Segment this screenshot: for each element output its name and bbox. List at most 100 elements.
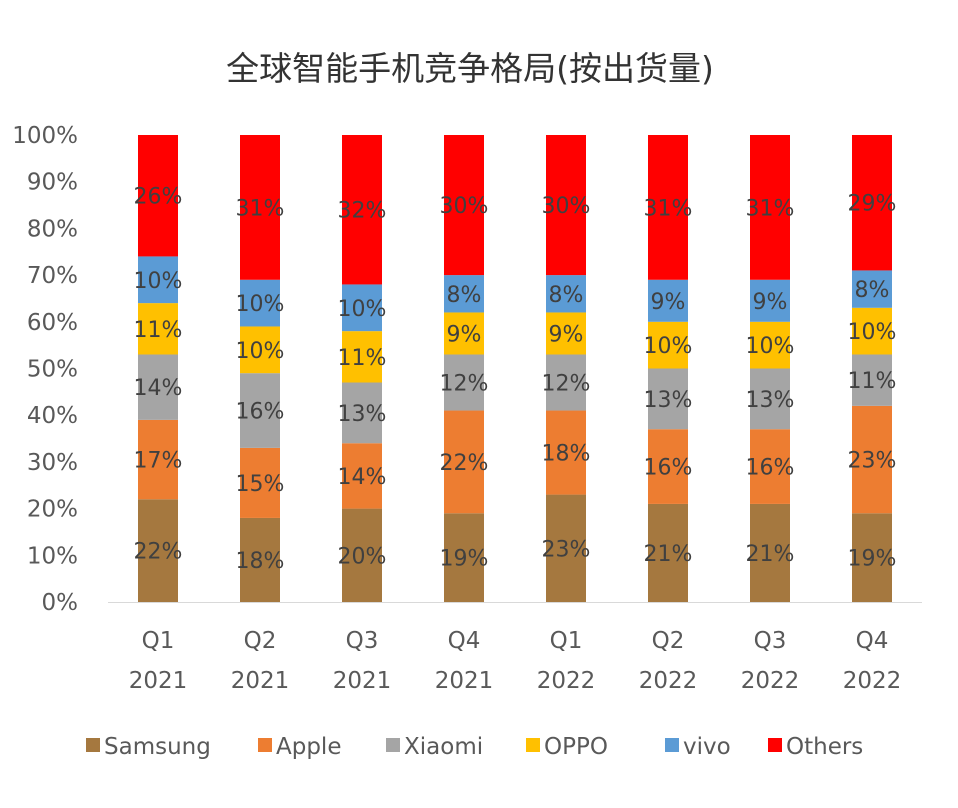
legend-label: OPPO [544, 734, 608, 760]
legend-label: Xiaomi [404, 734, 483, 760]
data-label: 13% [644, 388, 693, 413]
legend-item-xiaomi: Xiaomi [386, 734, 483, 760]
data-label: 10% [236, 339, 285, 364]
legend-swatch [86, 738, 100, 752]
y-tick-label: 30% [27, 450, 78, 476]
x-tick-label: 2021 [435, 668, 494, 694]
bar-segment-vivo [444, 275, 484, 313]
bar-segment-oppo [648, 321, 688, 369]
bar-segment-others [648, 135, 688, 280]
data-label: 13% [746, 388, 795, 413]
bar-segment-samsung [342, 508, 382, 602]
y-tick-label: 20% [27, 497, 78, 523]
data-label: 19% [440, 547, 489, 572]
data-label: 15% [236, 472, 285, 497]
data-label: 23% [542, 537, 591, 562]
bar-segment-others [444, 135, 484, 276]
bar-segment-vivo [138, 256, 178, 304]
bar-segment-apple [546, 410, 586, 495]
bar-segment-samsung [546, 494, 586, 602]
data-label: 16% [746, 456, 795, 481]
data-label: 16% [236, 400, 285, 425]
data-label: 18% [236, 549, 285, 574]
data-label: 16% [644, 456, 693, 481]
data-label: 8% [855, 278, 890, 303]
x-tick-label: 2022 [639, 668, 698, 694]
data-label: 31% [746, 196, 795, 221]
legend-swatch [665, 738, 679, 752]
bar-segment-xiaomi [852, 354, 892, 406]
data-label: 20% [338, 544, 387, 569]
bar-segment-others [240, 135, 280, 280]
data-label: 8% [549, 283, 584, 308]
data-label: 8% [447, 283, 482, 308]
bar-segment-xiaomi [750, 368, 790, 430]
data-label: 21% [644, 542, 693, 567]
data-label: 13% [338, 402, 387, 427]
x-tick-label: Q3 [346, 628, 379, 654]
y-tick-label: 10% [27, 543, 78, 569]
bar-segment-others [138, 135, 178, 257]
y-axis: 0% 10% 20% 30% 40% 50% 60% 70% 80% 90% 100% [12, 123, 922, 616]
x-tick-label: Q4 [856, 628, 889, 654]
bar-segment-apple [138, 419, 178, 500]
bar-segment-vivo [852, 270, 892, 308]
chart-title: 全球智能手机竞争格局(按出货量) [226, 49, 714, 88]
bar-segment-oppo [750, 321, 790, 369]
legend-swatch [768, 738, 782, 752]
bar-segment-vivo [240, 279, 280, 327]
legend-item-others: Others [768, 734, 863, 760]
bars: 22% 17% 14% 11% 10% 26% 18% 15% 16% 10% 10% 31% 20% 1… [134, 135, 897, 602]
x-tick-label: 2021 [231, 668, 290, 694]
bar-segment-samsung [648, 503, 688, 602]
y-tick-label: 40% [27, 403, 78, 429]
x-tick-label: Q2 [652, 628, 685, 654]
legend-item-apple: Apple [258, 734, 341, 760]
bar-segment-others [852, 135, 892, 271]
x-tick-label: 2021 [129, 668, 188, 694]
bar-segment-others [750, 135, 790, 280]
bar-segment-samsung [138, 499, 178, 602]
data-label: 26% [134, 185, 183, 210]
legend-swatch [526, 738, 540, 752]
data-label: 11% [134, 318, 183, 343]
y-tick-label: 90% [27, 170, 78, 196]
bar-segment-apple [444, 410, 484, 514]
bar-segment-apple [852, 405, 892, 514]
data-label: 31% [236, 196, 285, 221]
y-tick-label: 80% [27, 216, 78, 242]
y-tick-label: 0% [42, 590, 79, 616]
x-tick-label: Q3 [754, 628, 787, 654]
bar-segment-vivo [342, 284, 382, 332]
data-label: 12% [542, 372, 591, 397]
x-tick-label: Q4 [448, 628, 481, 654]
legend-swatch [386, 738, 400, 752]
data-label: 9% [753, 290, 788, 315]
data-label: 18% [542, 442, 591, 467]
data-label: 30% [542, 194, 591, 219]
data-label: 11% [338, 346, 387, 371]
bar-segment-xiaomi [138, 354, 178, 420]
legend: Samsung Apple Xiaomi OPPO vivo Others [86, 734, 863, 760]
legend-label: Samsung [104, 734, 211, 760]
bar-segment-xiaomi [648, 368, 688, 430]
data-label: 19% [848, 547, 897, 572]
bar-segment-samsung [240, 517, 280, 602]
x-tick-label: Q1 [142, 628, 175, 654]
data-label: 9% [549, 322, 584, 347]
data-label: 10% [848, 320, 897, 345]
legend-label: Apple [276, 734, 341, 760]
y-tick-label: 60% [27, 310, 78, 336]
data-label: 23% [848, 449, 897, 474]
x-tick-label: 2021 [333, 668, 392, 694]
legend-swatch [258, 738, 272, 752]
legend-label: vivo [683, 734, 731, 760]
data-label: 10% [644, 334, 693, 359]
bar-segment-xiaomi [444, 354, 484, 411]
data-label: 22% [440, 451, 489, 476]
legend-item-vivo: vivo [665, 734, 731, 760]
legend-item-oppo: OPPO [526, 734, 608, 760]
y-tick-label: 70% [27, 263, 78, 289]
data-label: 31% [644, 196, 693, 221]
